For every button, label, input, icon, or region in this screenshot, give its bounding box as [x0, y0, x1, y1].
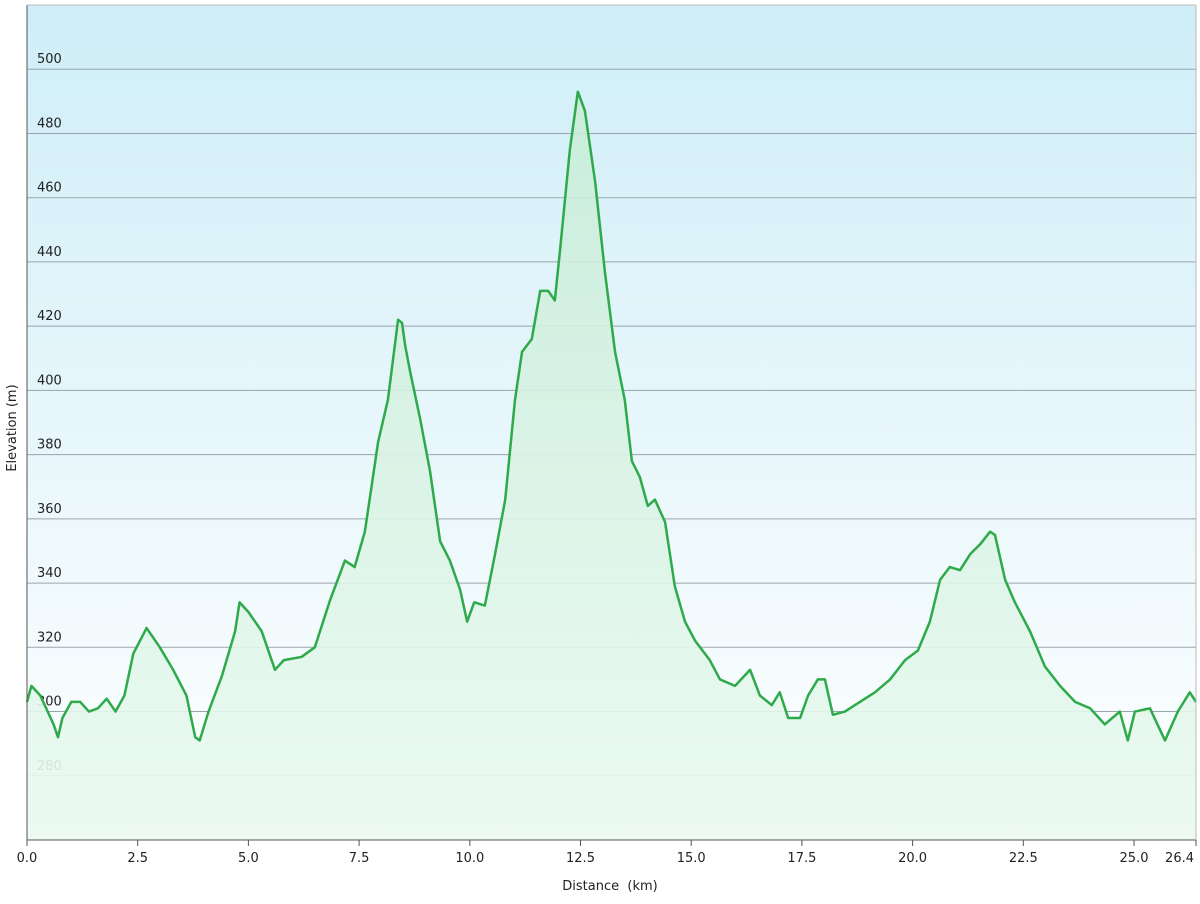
x-tick-label: 15.0 — [677, 851, 706, 866]
x-tick-label: 22.5 — [1009, 851, 1038, 866]
y-tick-label: 440 — [37, 245, 62, 260]
x-tick-label: 20.0 — [898, 851, 927, 866]
y-tick-label: 360 — [37, 502, 62, 517]
x-tick-label: 12.5 — [566, 851, 595, 866]
y-tick-label: 400 — [37, 373, 62, 388]
x-tick-label: 0.0 — [17, 851, 38, 866]
x-tick-label: 17.5 — [787, 851, 816, 866]
x-tick-label: 10.0 — [455, 851, 484, 866]
x-tick-label: 5.0 — [238, 851, 259, 866]
x-tick-label: 26.4 — [1165, 851, 1194, 866]
y-tick-label: 460 — [37, 181, 62, 196]
y-tick-label: 420 — [37, 309, 62, 324]
elevation-line — [25, 90, 1198, 742]
y-tick-label: 340 — [37, 566, 62, 581]
x-tick-label: 2.5 — [127, 851, 148, 866]
y-tick-label: 380 — [37, 438, 62, 453]
y-tick-label: 320 — [37, 630, 62, 645]
x-axis-title: Distance (km) — [562, 879, 657, 894]
x-tick-label: 7.5 — [349, 851, 370, 866]
y-axis-title: Elevation (m) — [5, 384, 20, 471]
x-tick-label: 25.0 — [1120, 851, 1149, 866]
area-fill — [27, 91, 1196, 840]
y-tick-label: 480 — [37, 116, 62, 131]
y-tick-label: 500 — [37, 52, 62, 67]
